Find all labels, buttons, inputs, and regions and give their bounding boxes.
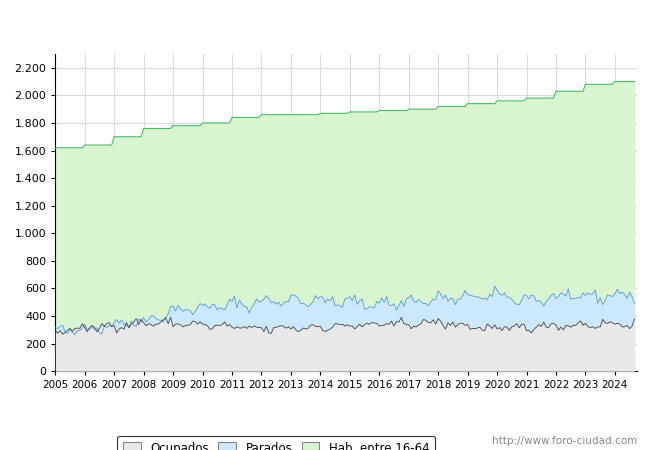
Text: http://www.foro-ciudad.com: http://www.foro-ciudad.com — [492, 436, 637, 446]
Legend: Ocupados, Parados, Hab. entre 16-64: Ocupados, Parados, Hab. entre 16-64 — [117, 436, 436, 450]
Text: Castilleja de Guzmán - Evolucion de la poblacion en edad de Trabajar Septiembre : Castilleja de Guzmán - Evolucion de la p… — [11, 16, 639, 31]
